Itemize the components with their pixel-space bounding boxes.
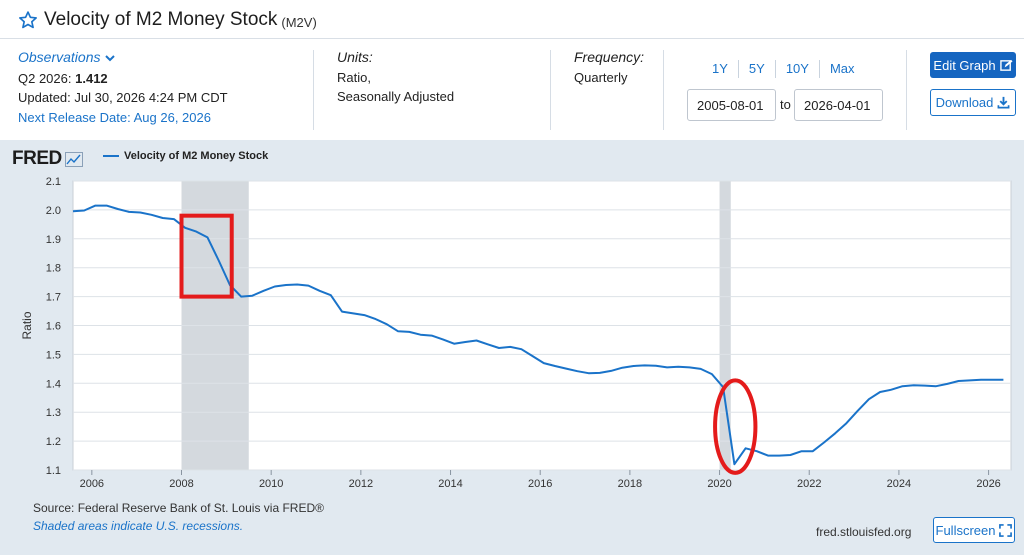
fullscreen-label: Fullscreen (935, 522, 996, 538)
x-tick-label: 2006 (80, 478, 104, 490)
recession-note: Shaded areas indicate U.S. recessions. (33, 519, 244, 533)
range-max-button[interactable]: Max (829, 61, 855, 76)
edit-graph-button[interactable]: Edit Graph (930, 52, 1016, 78)
meta-divider (906, 50, 907, 130)
x-tick-label: 2008 (169, 478, 193, 490)
range-1y-button[interactable]: 1Y (702, 60, 739, 78)
y-tick-label: 1.5 (46, 349, 61, 361)
x-tick-label: 2012 (349, 478, 373, 490)
observations-dropdown[interactable]: Observations (18, 48, 228, 68)
end-date-input[interactable] (794, 89, 883, 121)
frequency-label: Frequency: (574, 49, 645, 65)
y-tick-label: 1.1 (46, 465, 61, 477)
x-tick-label: 2018 (618, 478, 642, 490)
fred-logo: FRED (12, 148, 83, 170)
y-tick-label: 1.3 (46, 407, 61, 419)
chart-legend: Velocity of M2 Money Stock (103, 150, 268, 162)
to-label: to (780, 97, 791, 112)
y-axis-label: Ratio (20, 311, 34, 339)
annotation-rectangle (179, 213, 234, 299)
annotation-ellipse (713, 378, 758, 475)
x-tick-label: 2010 (259, 478, 283, 490)
fred-url[interactable]: fred.stlouisfed.org (816, 525, 912, 539)
series-line (72, 204, 1004, 466)
observations-block: Observations Q2 2026: 1.412 Updated: Jul… (18, 48, 228, 127)
x-tick-label: 2026 (976, 478, 1000, 490)
y-tick-label: 2.1 (46, 176, 61, 188)
y-tick-label: 1.7 (46, 292, 61, 304)
download-label: Download (935, 95, 994, 110)
observations-label: Observations (18, 49, 101, 65)
range-5y-button[interactable]: 5Y (739, 60, 776, 78)
edit-icon (999, 59, 1013, 71)
updated-text: Updated: Jul 30, 2026 4:24 PM CDT (18, 90, 228, 105)
series-code: (M2V) (281, 14, 317, 30)
y-tick-label: 1.4 (46, 378, 61, 390)
units-block: Units: Ratio, Seasonally Adjusted (337, 48, 454, 107)
x-tick-label: 2016 (528, 478, 552, 490)
y-tick-label: 1.9 (46, 234, 61, 246)
page-title: Velocity of M2 Money Stock (44, 9, 278, 30)
meta-divider (313, 50, 314, 130)
units-label: Units: (337, 49, 373, 65)
header-divider (0, 38, 1024, 39)
chart: 1.1 1.2 1.3 1.4 1.5 1.6 1.7 1.8 1.9 2.0 2.1 2006 200… (20, 176, 1012, 490)
y-tick-label: 1.6 (46, 321, 61, 333)
meta-divider (550, 50, 551, 130)
units-line-1: Ratio, (337, 69, 371, 85)
fullscreen-icon (999, 523, 1013, 537)
fred-logo-text: FRED (12, 148, 62, 169)
download-icon (997, 96, 1010, 109)
frequency-value: Quarterly (574, 69, 628, 85)
y-tick-label: 1.2 (46, 436, 61, 448)
fullscreen-button[interactable]: Fullscreen (933, 517, 1015, 543)
source-text: Source: Federal Reserve Bank of St. Loui… (33, 501, 324, 515)
chart-panel: 1.1 1.2 1.3 1.4 1.5 1.6 1.7 1.8 1.9 2.0 2.1 2006 200… (0, 140, 1024, 555)
y-tick-label: 2.0 (46, 205, 61, 217)
latest-observation-label: Q2 2026: (18, 70, 72, 86)
frequency-block: Frequency: Quarterly (574, 48, 644, 87)
x-tick-label: 2024 (887, 478, 911, 490)
legend-label: Velocity of M2 Money Stock (124, 150, 269, 162)
chevron-down-icon (105, 55, 116, 62)
x-tick-label: 2020 (707, 478, 731, 490)
range-10y-button[interactable]: 10Y (776, 60, 820, 78)
y-tick-label: 1.8 (46, 263, 61, 275)
next-release-link[interactable]: Next Release Date: Aug 26, 2026 (18, 109, 211, 125)
units-line-2: Seasonally Adjusted (337, 89, 455, 104)
download-button[interactable]: Download (930, 89, 1016, 116)
legend-swatch (103, 155, 119, 157)
edit-graph-label: Edit Graph (933, 57, 996, 73)
x-tick-label: 2022 (797, 478, 821, 490)
graph-icon (64, 151, 83, 167)
latest-observation: Q2 2026: 1.412 (18, 69, 228, 89)
title-row: Velocity of M2 Money Stock (M2V) (18, 8, 317, 32)
x-tick-label: 2014 (438, 478, 462, 490)
star-icon[interactable] (18, 10, 38, 30)
meta-divider (663, 50, 664, 130)
range-buttons: 1Y 5Y 10Y Max (702, 60, 865, 78)
latest-observation-value: 1.412 (75, 70, 108, 86)
start-date-input[interactable] (687, 89, 776, 121)
